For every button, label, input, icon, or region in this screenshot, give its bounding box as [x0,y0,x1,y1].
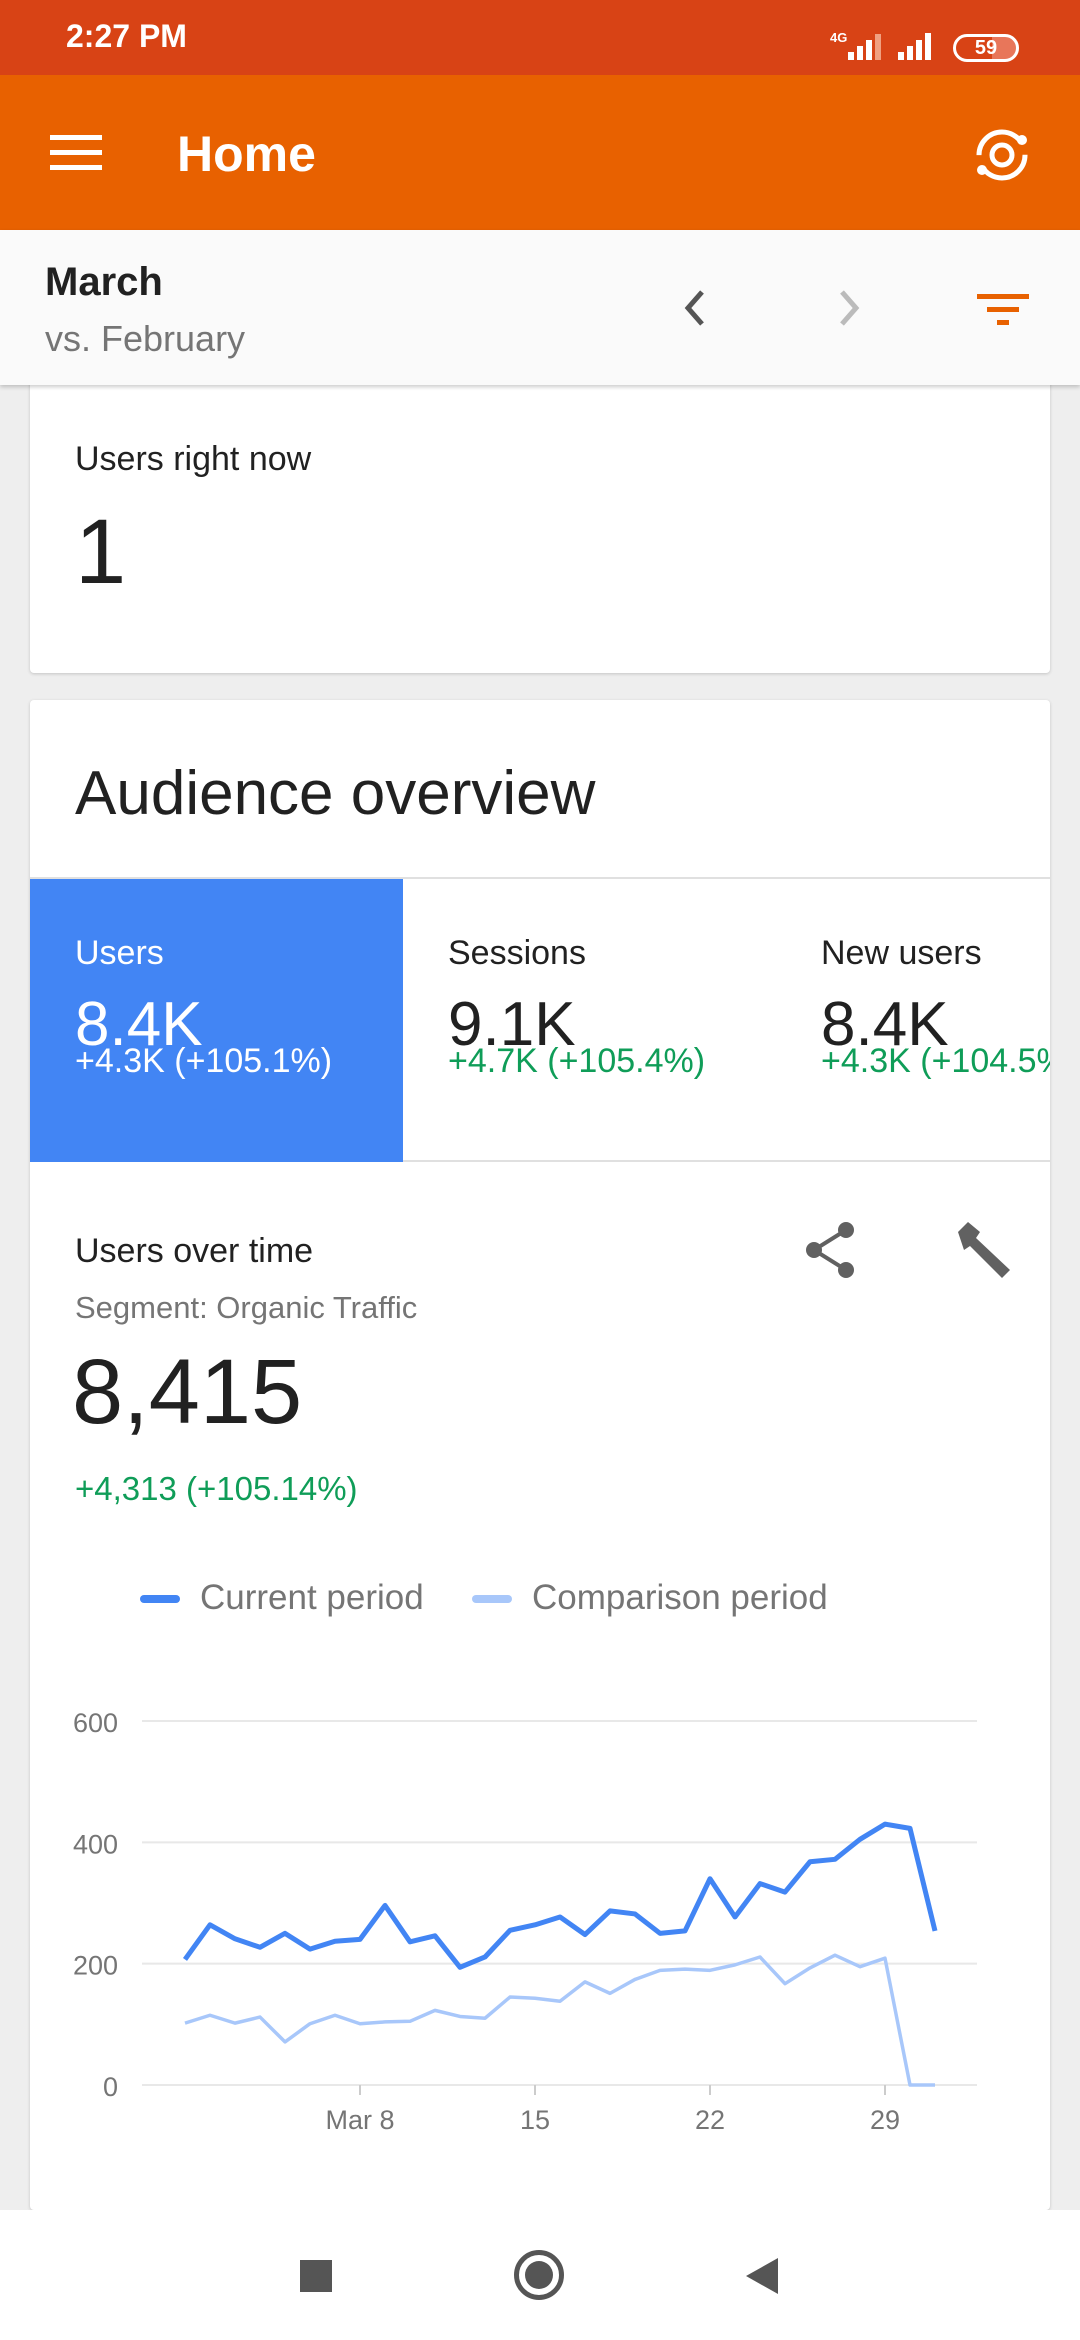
realtime-card: Users right now 1 [30,340,1050,673]
legend-swatch-current [140,1595,180,1603]
chevron-right-icon[interactable] [834,288,864,328]
comparison-label: vs. February [45,318,246,359]
period-label: March [45,260,163,304]
tab-value: 8.4K [75,990,203,1059]
customize-wrench-icon[interactable] [952,1218,1016,1282]
app-bar: Home [0,75,1080,230]
navigation-bar [0,2210,1080,2340]
segment-label: Segment: Organic Traffic [75,1290,418,1325]
metric-total: 8,415 [72,1341,303,1443]
tab-label: Sessions [448,934,586,972]
tab-sessions[interactable]: Sessions 9.1K +4.7K (+105.4%) [403,879,776,1162]
tab-new-users[interactable]: New users 8.4K +4.3K (+104.5%) [776,879,1050,1162]
clock: 2:27 PM [66,18,187,54]
menu-icon[interactable] [50,133,104,173]
home-icon[interactable] [514,2250,564,2300]
y-tick-label: 200 [73,1951,118,1981]
y-tick-label: 0 [103,2072,118,2102]
users-line-chart: 0 200 400 600 Mar 8 15 22 29 [73,1708,977,2135]
x-tick-label: Mar 8 [325,2105,394,2135]
metric-title: Users over time [75,1232,314,1270]
legend-current: Current period [200,1578,424,1617]
y-tick-label: 600 [73,1708,118,1738]
back-icon[interactable] [742,2256,782,2296]
tab-value: 9.1K [448,990,576,1059]
realtime-label: Users right now [75,440,312,478]
realtime-value: 1 [75,501,127,603]
account-switch-icon[interactable] [972,125,1032,185]
tab-value: 8.4K [821,990,949,1059]
current-period-line [182,1821,938,1970]
metric-tabs: Users 8.4K +4.3K (+105.1%) Sessions 9.1K… [30,877,1050,1162]
tab-delta: +4.3K (+105.1%) [75,1042,333,1080]
filter-icon[interactable] [977,292,1029,328]
legend-comparison: Comparison period [532,1578,828,1617]
metric-delta: +4,313 (+105.14%) [75,1470,358,1507]
x-tick-label: 22 [695,2105,725,2135]
comparison-period-line [184,1953,935,2087]
status-bar: 2:27 PM 4G 59 [0,0,1080,75]
card-title: Audience overview [75,759,596,828]
x-tick-label: 29 [870,2105,900,2135]
page-title: Home [177,126,316,182]
network-type: 4G [830,30,848,45]
tab-delta: +4.7K (+105.4%) [448,1042,706,1080]
tab-label: Users [75,934,164,972]
tab-users[interactable]: Users 8.4K +4.3K (+105.1%) [30,879,403,1162]
y-tick-label: 400 [73,1829,118,1859]
date-range-bar[interactable]: March vs. February [0,230,1080,385]
share-icon[interactable] [802,1220,858,1280]
legend-swatch-comparison [472,1595,512,1603]
recents-icon[interactable] [300,2260,332,2292]
chevron-left-icon[interactable] [680,288,710,328]
tab-delta: +4.3K (+104.5%) [821,1042,1050,1080]
signal-icon [848,33,931,60]
tab-label: New users [821,934,982,972]
battery-icon: 59 [953,34,1019,62]
x-tick-label: 15 [520,2105,550,2135]
